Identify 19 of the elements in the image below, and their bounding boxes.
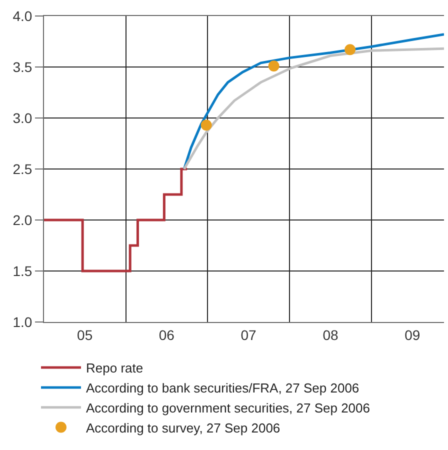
x-tick-label: 06 xyxy=(158,326,175,343)
point xyxy=(200,120,212,131)
y-tick-label: 1.5 xyxy=(12,262,32,279)
y-tick-label: 4.0 xyxy=(12,8,32,24)
point xyxy=(268,60,280,72)
x-tick-label: 05 xyxy=(77,326,93,343)
legend-label: According to survey, 27 Sep 2006 xyxy=(86,420,280,436)
x-tick-label: 09 xyxy=(404,326,420,343)
y-tick-label: 3.0 xyxy=(12,110,32,126)
y-tick-label: 3.5 xyxy=(12,58,32,75)
y-tick-label: 2.5 xyxy=(12,160,32,177)
legend-label: Repo rate xyxy=(86,360,144,376)
legend-label: According to government securities, 27 Sep 2006 xyxy=(86,400,370,416)
point xyxy=(344,44,356,56)
x-tick-label: 08 xyxy=(322,326,339,343)
y-tick-label: 2.0 xyxy=(12,212,32,228)
y-tick-label: 1.0 xyxy=(12,314,32,330)
legend-label: According to bank securities/FRA, 27 Sep 2006 xyxy=(86,380,360,396)
x-tick-label: 07 xyxy=(240,326,256,343)
